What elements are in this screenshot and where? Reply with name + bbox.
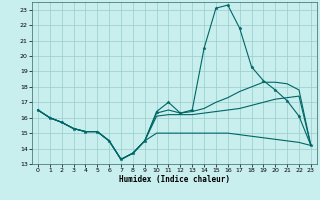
X-axis label: Humidex (Indice chaleur): Humidex (Indice chaleur) [119,175,230,184]
